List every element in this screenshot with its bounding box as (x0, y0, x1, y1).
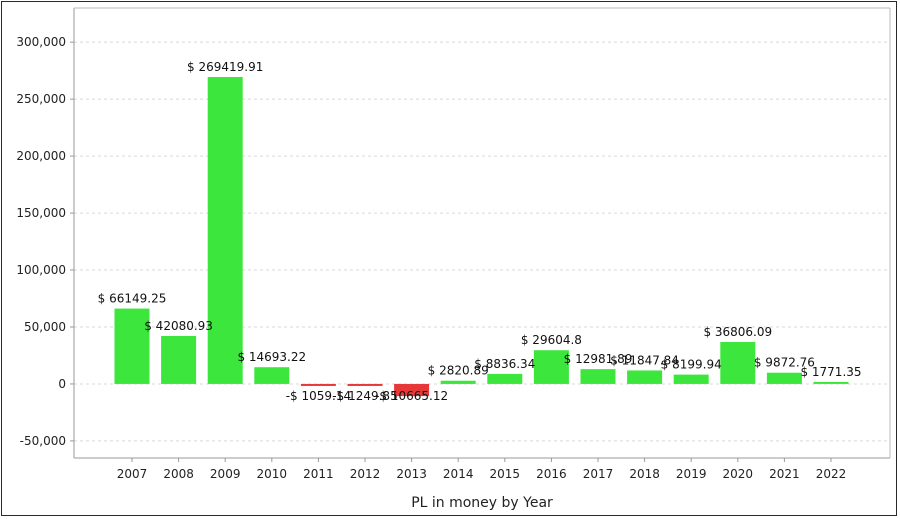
bar-2021 (766, 372, 802, 384)
bar-2019 (673, 374, 709, 384)
x-tick-label: 2012 (350, 467, 381, 481)
x-tick-label: 2022 (816, 467, 847, 481)
y-axis-ticks: -50,000 0 50,000 100,000 150,000 200,000 250,0… (16, 35, 74, 448)
y-tick-label: 100,000 (16, 263, 66, 277)
x-tick-label: 2007 (117, 467, 148, 481)
bar-2020 (720, 342, 756, 384)
bar-2011 (300, 383, 336, 386)
x-tick-label: 2016 (536, 467, 567, 481)
data-label: $ 2820.89 (428, 364, 489, 378)
data-label: $ 9872.76 (754, 356, 815, 370)
y-tick-label: -50,000 (20, 434, 66, 448)
x-tick-label: 2018 (629, 467, 660, 481)
bar-2016 (533, 350, 569, 384)
bar-2009 (207, 77, 243, 384)
bar-2007 (114, 308, 150, 384)
bar-2012 (347, 383, 383, 386)
x-tick-label: 2010 (257, 467, 288, 481)
x-tick-label: 2011 (303, 467, 334, 481)
data-label: $ 36806.09 (703, 325, 772, 339)
data-label: $ 14693.22 (237, 350, 306, 364)
data-label: -$ 1249.85 (332, 389, 397, 403)
data-label: $ 66149.25 (98, 292, 167, 306)
data-label: $ 8836.34 (474, 357, 535, 371)
data-label: $ 1771.35 (800, 365, 861, 379)
axes (73, 7, 891, 459)
bar-2014 (440, 380, 476, 384)
data-label: $ 12981.89 (564, 352, 633, 366)
bar-2017 (580, 369, 616, 384)
x-axis-ticks: 2007 2008 2009 2010 2011 2012 2013 2014 2015 2016… (117, 458, 847, 481)
y-tick-label: 50,000 (24, 320, 66, 334)
x-tick-label: 2019 (676, 467, 707, 481)
data-label: $ 42080.93 (144, 319, 213, 333)
x-axis-title: PL in money by Year (411, 495, 553, 511)
x-tick-label: 2014 (443, 467, 474, 481)
data-labels: $ 66149.25 $ 42080.93 $ 269419.91 $ 14693.2… (98, 60, 862, 403)
bar-2010 (254, 367, 290, 384)
data-label: $ 269419.91 (187, 60, 263, 74)
x-tick-label: 2020 (723, 467, 754, 481)
y-tick-label: 200,000 (16, 149, 66, 163)
bars (114, 77, 849, 397)
x-tick-label: 2008 (163, 467, 194, 481)
x-tick-label: 2015 (490, 467, 521, 481)
bar-2015 (487, 373, 523, 384)
bar-2013 (394, 383, 430, 397)
x-tick-label: 2009 (210, 467, 241, 481)
bar-2018 (627, 370, 663, 384)
data-label: $ 29604.8 (521, 333, 582, 347)
y-tick-label: 250,000 (16, 92, 66, 106)
data-label: -$ 1059.14 (286, 389, 351, 403)
x-tick-label: 2013 (396, 467, 427, 481)
data-label: $ 8199.94 (661, 358, 722, 372)
data-label: -$ 10665.12 (375, 389, 448, 403)
y-tick-label: 0 (58, 377, 66, 391)
x-tick-label: 2021 (769, 467, 800, 481)
x-tick-label: 2017 (583, 467, 614, 481)
bar-2022 (813, 381, 849, 384)
bar-2008 (161, 336, 197, 384)
y-tick-label: 300,000 (16, 35, 66, 49)
data-label: $ 11847.84 (610, 353, 679, 367)
y-tick-label: 150,000 (16, 206, 66, 220)
